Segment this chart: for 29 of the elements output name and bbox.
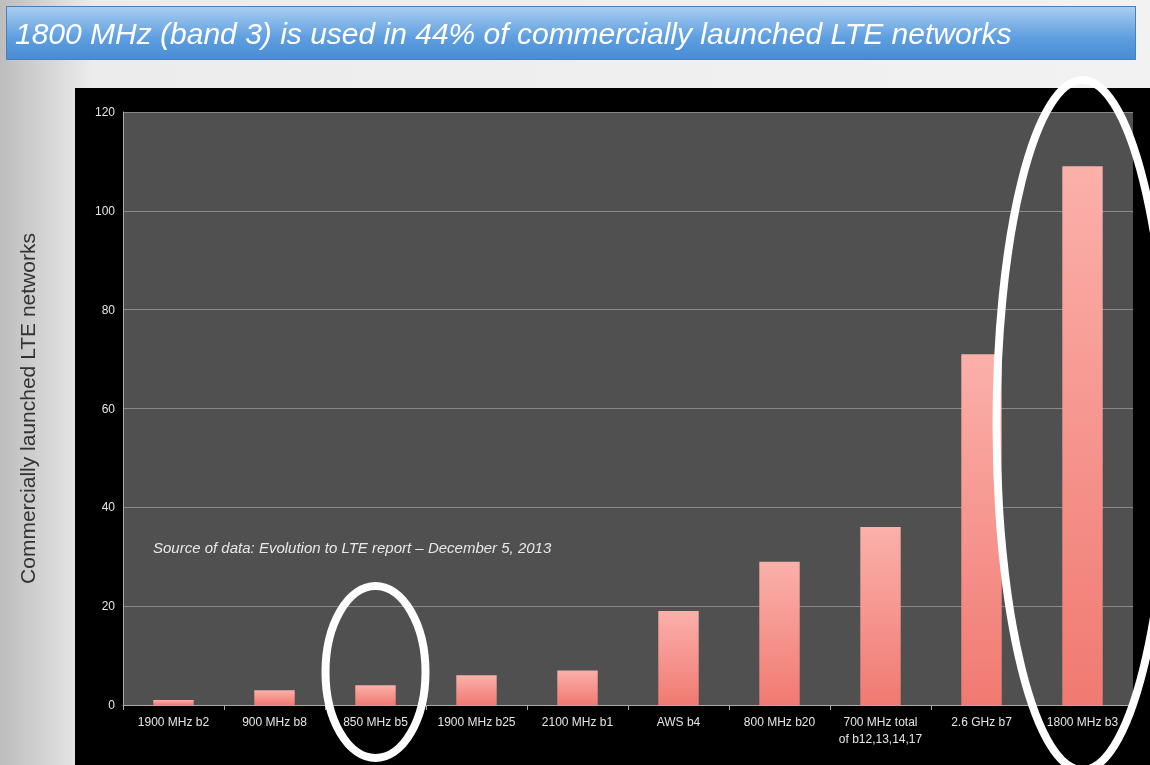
x-tick-label: 700 MHz total of b12,13,14,17: [838, 714, 923, 746]
y-tick-label: 100: [94, 203, 116, 218]
y-axis-title: Commercially launched LTE networks: [16, 233, 39, 584]
bar: [153, 700, 194, 705]
y-tick-label: 40: [101, 500, 116, 515]
x-tick-label: 900 MHz b8: [242, 714, 308, 729]
x-tick-label: 1800 MHz b3: [1046, 714, 1119, 729]
x-tick-label: 2.6 GHz b7: [951, 714, 1013, 729]
x-tick-label: 1900 MHz b2: [137, 714, 210, 729]
bar: [860, 527, 901, 705]
bar: [759, 561, 800, 705]
bar: [254, 690, 295, 705]
x-tick-label: AWS b4: [656, 714, 701, 729]
bar: [355, 685, 396, 705]
y-tick-label: 20: [101, 599, 116, 614]
x-tick-label: 2100 MHz b1: [541, 714, 614, 729]
y-tick-label: 80: [101, 302, 116, 317]
y-tick-label: 120: [94, 105, 116, 119]
y-tick-label: 0: [108, 698, 116, 712]
bar: [658, 611, 699, 705]
x-tick-label: 800 MHz b20: [743, 714, 816, 729]
bar: [557, 670, 598, 705]
bar: [1062, 166, 1103, 705]
x-tick-label: 1900 MHz b25: [437, 714, 516, 729]
y-tick-label: 60: [101, 401, 116, 416]
bar: [456, 675, 497, 705]
x-tick-label: 850 MHz b5: [343, 714, 409, 729]
chart-title: 1800 MHz (band 3) is used in 44% of commercially launched LTE networks: [6, 6, 1136, 60]
annotation: Source of data: Evolution to LTE report – December 5, 2013: [153, 539, 552, 556]
